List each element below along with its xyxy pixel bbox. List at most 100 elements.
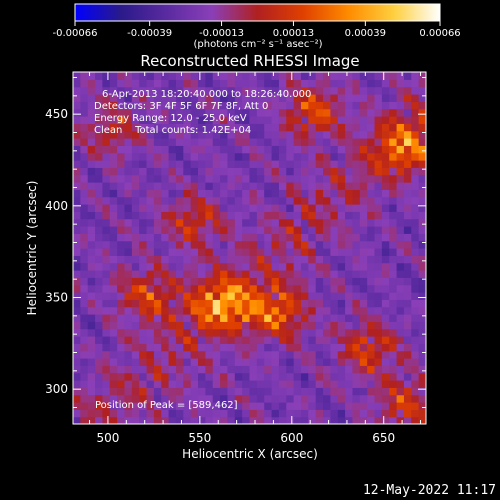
heatmap-cell <box>271 409 280 418</box>
heatmap-cell <box>271 108 280 117</box>
heatmap-cell <box>80 94 89 102</box>
heatmap-cell <box>418 108 426 117</box>
heatmap-cell <box>345 79 354 88</box>
heatmap-cell <box>256 387 265 396</box>
heatmap-cell <box>418 262 426 271</box>
heatmap-cell <box>227 372 236 381</box>
heatmap-cell <box>300 72 309 80</box>
heatmap-cell <box>139 299 148 308</box>
heatmap-cell <box>374 94 383 102</box>
heatmap-cell <box>227 94 236 102</box>
heatmap-cell <box>161 255 170 264</box>
heatmap-cell <box>367 409 376 418</box>
heatmap-cell <box>175 182 184 190</box>
heatmap-cell <box>381 108 390 117</box>
heatmap-cell <box>337 321 346 330</box>
heatmap-cell <box>175 394 184 403</box>
heatmap-cell <box>352 380 361 388</box>
heatmap-cell <box>293 167 302 176</box>
heatmap-cell <box>175 358 184 366</box>
heatmap-cell <box>139 145 148 154</box>
heatmap-cell <box>293 94 302 102</box>
heatmap-cell <box>271 358 280 366</box>
heatmap-cell <box>411 72 420 80</box>
heatmap-cell <box>146 86 155 95</box>
heatmap-cell <box>345 350 354 359</box>
heatmap-cell <box>220 387 229 396</box>
heatmap-cell <box>190 409 199 418</box>
y-axis-label: Heliocentric Y (arcsec) <box>25 181 39 316</box>
heatmap-cell <box>323 145 331 154</box>
heatmap-cell <box>308 152 317 161</box>
heatmap-cell <box>300 306 309 315</box>
heatmap-cell <box>220 402 229 410</box>
heatmap-cell <box>323 350 331 359</box>
heatmap-cell <box>220 343 229 352</box>
heatmap-cell <box>220 211 229 220</box>
heatmap-cell <box>242 174 251 183</box>
heatmap-cell <box>205 372 214 381</box>
heatmap-cell <box>403 248 412 256</box>
heatmap-cell <box>300 277 309 286</box>
heatmap-cell <box>102 123 111 132</box>
heatmap-cell <box>323 101 331 110</box>
heatmap-cell <box>80 182 89 190</box>
heatmap-cell <box>87 204 96 212</box>
heatmap-cell <box>198 255 206 264</box>
heatmap-cell <box>73 387 81 396</box>
heatmap-cell <box>175 365 184 374</box>
heatmap-cell <box>80 79 89 88</box>
heatmap-cell <box>212 416 221 424</box>
heatmap-cell <box>168 226 177 234</box>
heatmap-cell <box>411 226 420 234</box>
heatmap-cell <box>198 328 206 337</box>
heatmap-cell <box>153 79 162 88</box>
heatmap-cell <box>337 248 346 256</box>
heatmap-cell <box>396 328 405 337</box>
heatmap-cell <box>278 299 287 308</box>
heatmap-cell <box>300 248 309 256</box>
heatmap-cell <box>117 387 126 396</box>
heatmap-cell <box>418 240 426 249</box>
heatmap-cell <box>256 328 265 337</box>
heatmap-cell <box>73 72 81 80</box>
heatmap-cell <box>153 343 162 352</box>
heatmap-cell <box>389 211 398 220</box>
heatmap-cell <box>220 277 229 286</box>
heatmap-cell <box>381 255 390 264</box>
heatmap-cell <box>418 358 426 366</box>
heatmap-cell <box>161 108 170 117</box>
heatmap-cell <box>403 270 412 278</box>
heatmap-cell <box>381 72 390 80</box>
heatmap-cell <box>183 292 192 300</box>
heatmap-cell <box>183 145 192 154</box>
heatmap-cell <box>234 138 243 146</box>
heatmap-cell <box>161 211 170 220</box>
heatmap-cell <box>337 182 346 190</box>
heatmap-cell <box>183 240 192 249</box>
heatmap-cell <box>227 350 236 359</box>
heatmap-cell <box>411 380 420 388</box>
heatmap-cell <box>374 72 383 80</box>
heatmap-cell <box>337 94 346 102</box>
heatmap-cell <box>183 416 192 424</box>
heatmap-cell <box>183 94 192 102</box>
heatmap-cell <box>300 108 309 117</box>
heatmap-cell <box>337 387 346 396</box>
heatmap-cell <box>87 372 96 381</box>
heatmap-cell <box>205 79 214 88</box>
heatmap-cell <box>161 167 170 176</box>
heatmap-cell <box>183 116 192 124</box>
heatmap-cell <box>359 226 368 234</box>
heatmap-cell <box>286 277 295 286</box>
heatmap-cell <box>374 248 383 256</box>
heatmap-cell <box>168 394 177 403</box>
heatmap-cell <box>80 138 89 146</box>
heatmap-cell <box>374 86 383 95</box>
heatmap-cell <box>242 387 251 396</box>
heatmap-cell <box>220 72 229 80</box>
heatmap-cell <box>352 343 361 352</box>
heatmap-cell <box>117 328 126 337</box>
heatmap-cell <box>337 372 346 381</box>
heatmap-cell <box>102 211 111 220</box>
